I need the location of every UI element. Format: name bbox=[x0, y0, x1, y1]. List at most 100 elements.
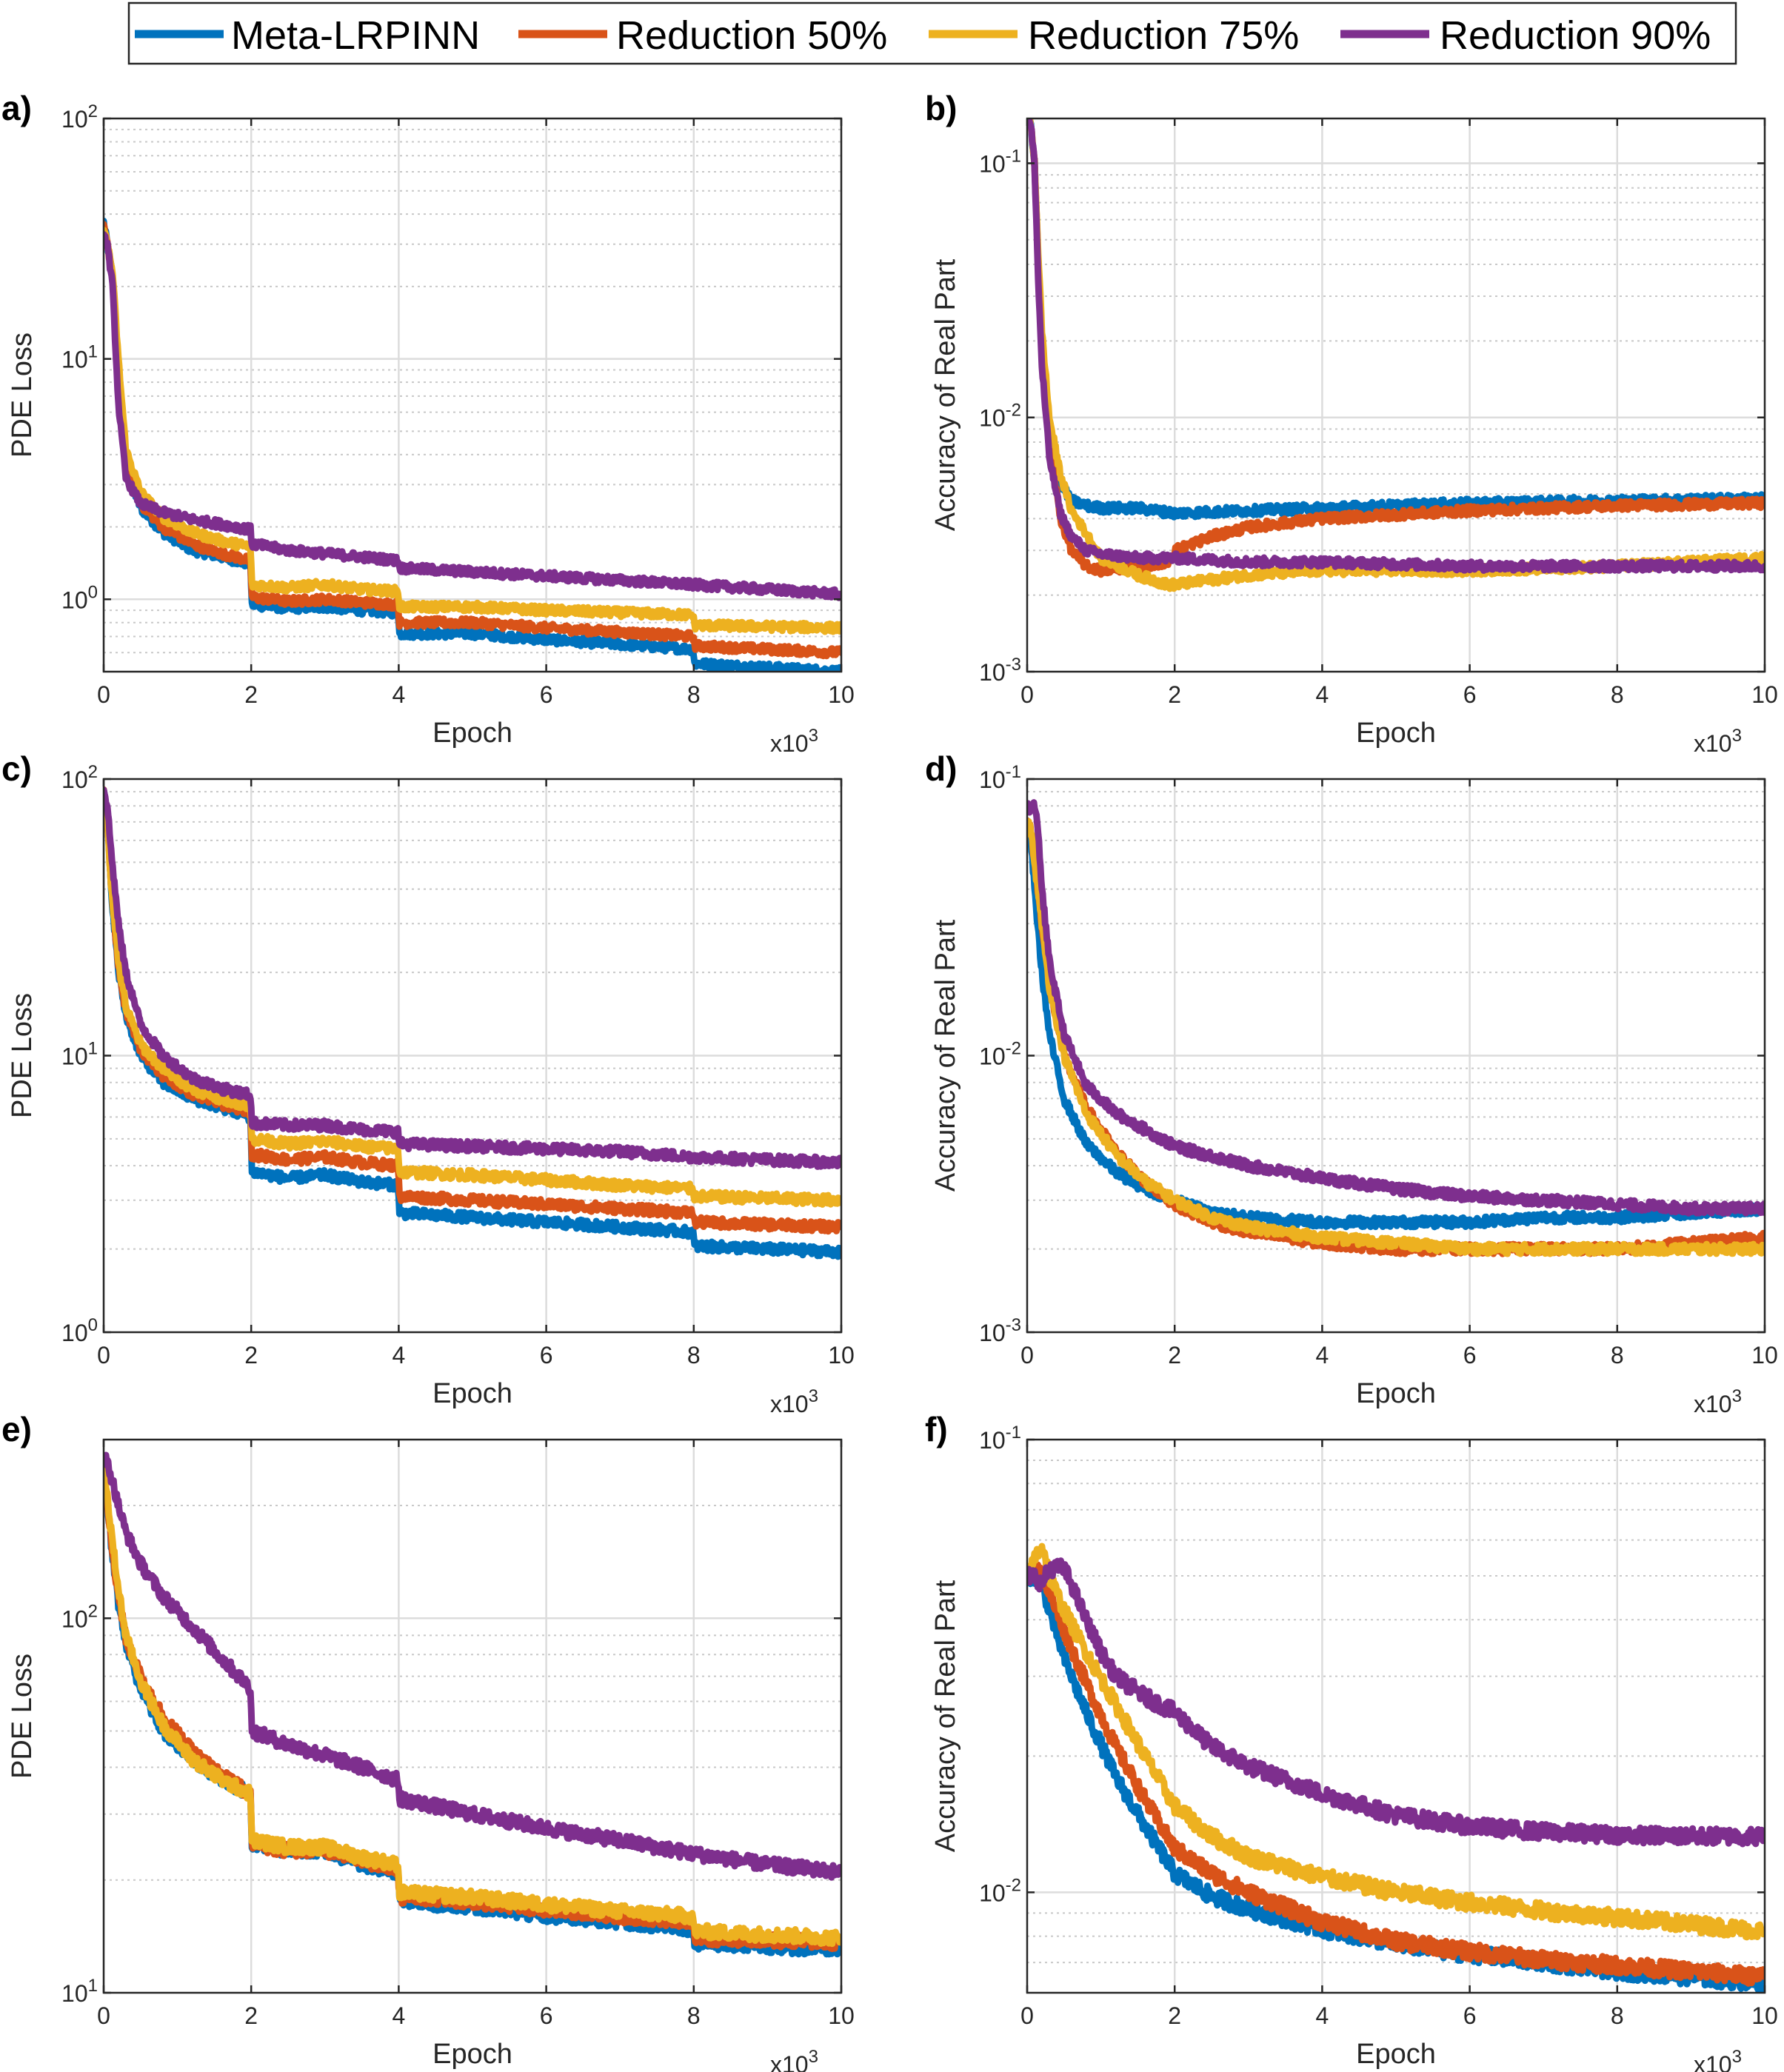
x-axis-label: Epoch bbox=[1356, 718, 1436, 749]
y-axis-label: PDE Loss bbox=[7, 1654, 38, 1779]
x-tick-label: 6 bbox=[1463, 1342, 1477, 1368]
x-tick-label: 10 bbox=[828, 681, 855, 708]
series-reduction-90 bbox=[104, 1451, 841, 1881]
panel-label: e) bbox=[1, 1410, 32, 1448]
series-reduction-75 bbox=[104, 1468, 841, 1948]
x-tick-label: 6 bbox=[540, 1342, 553, 1368]
series-group bbox=[104, 217, 841, 672]
series-reduction-90 bbox=[1027, 118, 1765, 574]
y-axis-label: Accuracy of Real Part bbox=[930, 1580, 961, 1852]
series-group bbox=[104, 1451, 841, 1958]
y-tick-label: 10-2 bbox=[979, 401, 1021, 432]
x-tick-label: 6 bbox=[540, 2002, 553, 2029]
x-tick-label: 0 bbox=[97, 681, 110, 708]
series-reduction-50 bbox=[1027, 1560, 1765, 1987]
x-axis-multiplier: x103 bbox=[1694, 1386, 1742, 1417]
panel-label: d) bbox=[925, 749, 957, 788]
y-tick-label: 10-1 bbox=[979, 1423, 1021, 1454]
y-axis-label: PDE Loss bbox=[7, 332, 38, 458]
x-axis-label: Epoch bbox=[1356, 1378, 1436, 1409]
y-tick-label: 100 bbox=[61, 582, 98, 613]
x-tick-label: 10 bbox=[1751, 2002, 1778, 2029]
panel-e: 0 2 4 6 8 10 101 102 Epoch x103 PDE Loss e) bbox=[1, 1410, 855, 2072]
axes-box bbox=[102, 1438, 843, 1994]
panel-label: f) bbox=[925, 1410, 948, 1448]
y-axis-label: Accuracy of Real Part bbox=[930, 258, 961, 531]
x-axis-label: Epoch bbox=[1356, 2039, 1436, 2070]
y-tick-label: 102 bbox=[61, 101, 98, 133]
x-tick-label: 6 bbox=[1463, 681, 1477, 708]
series-group bbox=[1027, 799, 1765, 1257]
y-tick-label: 102 bbox=[61, 1601, 98, 1632]
x-tick-label: 8 bbox=[1611, 681, 1624, 708]
y-tick-label: 101 bbox=[61, 1039, 98, 1070]
series-reduction-50 bbox=[104, 221, 841, 660]
x-tick-label: 6 bbox=[1463, 2002, 1477, 2029]
legend: Meta-LRPINN Reduction 50% Reduction 75% … bbox=[127, 1, 1737, 65]
x-tick-label: 8 bbox=[1611, 1342, 1624, 1368]
x-tick-label: 4 bbox=[1316, 1342, 1329, 1368]
panel-label: a) bbox=[1, 89, 32, 127]
panel-f: 0 2 4 6 8 10 10-2 10-1 Epoch x103 Accuracy of Real… bbox=[925, 1410, 1778, 2072]
x-tick-label: 2 bbox=[244, 1342, 258, 1368]
x-tick-label: 2 bbox=[1168, 681, 1181, 708]
y-axis-label: PDE Loss bbox=[7, 993, 38, 1118]
y-axis-label: Accuracy of Real Part bbox=[930, 919, 961, 1192]
series-reduction-50 bbox=[1027, 118, 1765, 578]
series-reduction-75 bbox=[1027, 818, 1765, 1257]
axes-box bbox=[1026, 117, 1766, 673]
axes-box bbox=[102, 117, 843, 673]
panel-c: 0 2 4 6 8 10 100 101 102 Epoch x103 PDE Loss c) bbox=[1, 749, 855, 1417]
series-reduction-90 bbox=[1027, 1557, 1765, 1848]
x-axis-label: Epoch bbox=[432, 718, 512, 749]
x-axis-multiplier: x103 bbox=[770, 726, 818, 757]
legend-label-reduction-50: Reduction 50% bbox=[616, 13, 887, 58]
panel-d: 0 2 4 6 8 10 10-3 10-2 10-1 Epoch x103 Accuracy of … bbox=[925, 749, 1778, 1417]
x-axis-multiplier: x103 bbox=[770, 1386, 818, 1417]
legend-label-meta-lrpinn: Meta-LRPINN bbox=[231, 13, 480, 58]
x-tick-label: 4 bbox=[392, 681, 406, 708]
x-axis-label: Epoch bbox=[432, 2039, 512, 2070]
x-tick-label: 2 bbox=[244, 681, 258, 708]
panel-b: 0 2 4 6 8 10 10-3 10-2 10-1 Epoch x103 Accuracy of … bbox=[925, 89, 1778, 757]
y-tick-label: 10-1 bbox=[979, 146, 1021, 177]
x-tick-label: 8 bbox=[687, 681, 701, 708]
x-tick-label: 0 bbox=[1020, 681, 1034, 708]
series-group bbox=[1027, 118, 1765, 592]
x-tick-label: 10 bbox=[1751, 681, 1778, 708]
x-tick-label: 0 bbox=[97, 2002, 110, 2029]
axes-box bbox=[1026, 1438, 1766, 1994]
x-tick-label: 8 bbox=[1611, 2002, 1624, 2029]
series-reduction-90 bbox=[1027, 799, 1765, 1217]
x-tick-label: 2 bbox=[1168, 2002, 1181, 2029]
series-group bbox=[104, 786, 841, 1260]
series-reduction-75 bbox=[104, 795, 841, 1208]
y-tick-label: 10-3 bbox=[979, 1315, 1021, 1346]
y-tick-label: 100 bbox=[61, 1315, 98, 1346]
x-tick-label: 4 bbox=[392, 2002, 406, 2029]
y-tick-label: 101 bbox=[61, 1976, 98, 2007]
y-tick-label: 102 bbox=[61, 762, 98, 793]
x-axis-multiplier: x103 bbox=[1694, 726, 1742, 757]
x-axis-multiplier: x103 bbox=[1694, 2047, 1742, 2072]
x-tick-label: 10 bbox=[1751, 1342, 1778, 1368]
panel-a: 0 2 4 6 8 10 100 101 102 Epoch x103 PDE Loss a) bbox=[1, 89, 855, 757]
y-tick-label: 10-3 bbox=[979, 655, 1021, 686]
y-tick-label: 10-2 bbox=[979, 1039, 1021, 1070]
x-tick-label: 0 bbox=[1020, 2002, 1034, 2029]
x-tick-label: 0 bbox=[1020, 1342, 1034, 1368]
x-tick-label: 10 bbox=[828, 1342, 855, 1368]
x-axis-multiplier: x103 bbox=[770, 2047, 818, 2072]
y-tick-label: 10-2 bbox=[979, 1875, 1021, 1906]
series-reduction-90 bbox=[104, 230, 841, 601]
x-tick-label: 4 bbox=[1316, 2002, 1329, 2029]
series-group bbox=[1027, 1543, 1765, 1993]
series-reduction-90 bbox=[104, 786, 841, 1170]
x-tick-label: 6 bbox=[540, 681, 553, 708]
x-axis-label: Epoch bbox=[432, 1378, 512, 1409]
panel-label: b) bbox=[925, 89, 957, 127]
series-reduction-75 bbox=[104, 227, 841, 635]
series-reduction-75 bbox=[1027, 1543, 1765, 1941]
x-tick-label: 2 bbox=[244, 2002, 258, 2029]
